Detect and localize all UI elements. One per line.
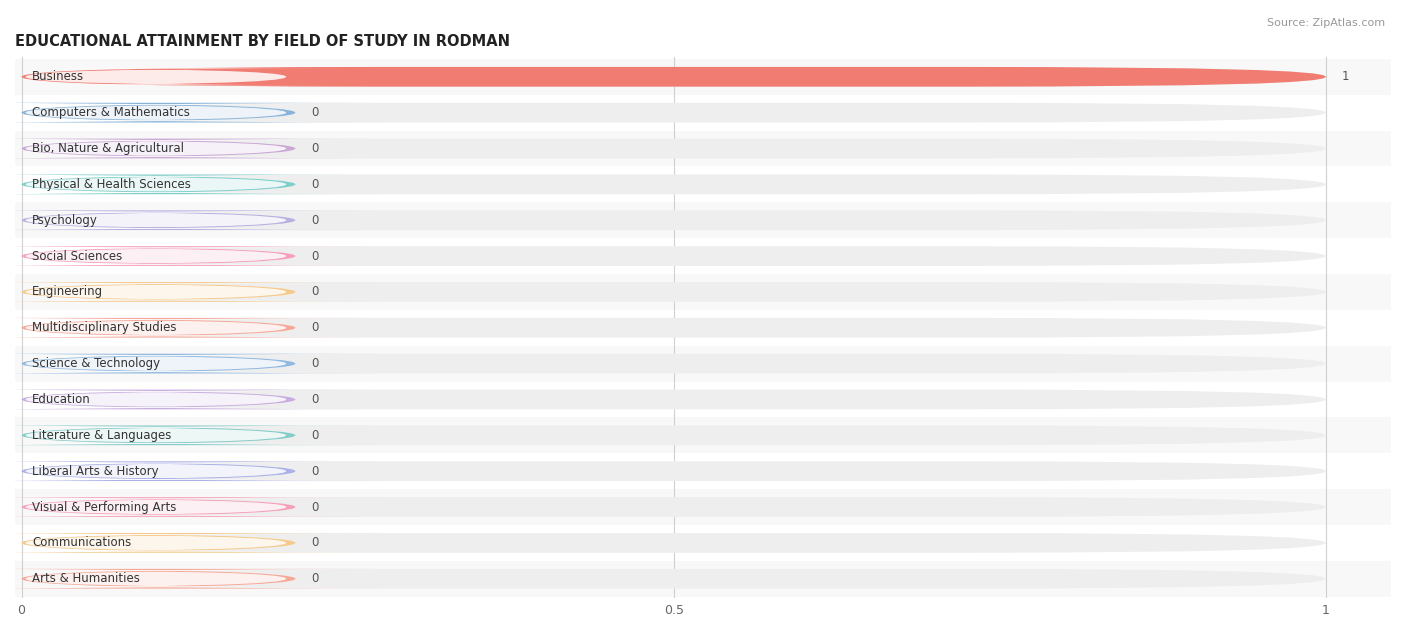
FancyBboxPatch shape [8,561,1391,597]
FancyBboxPatch shape [21,461,1326,481]
Text: 0: 0 [311,465,318,478]
FancyBboxPatch shape [0,104,332,121]
FancyBboxPatch shape [0,497,380,517]
FancyBboxPatch shape [0,68,332,85]
Text: Social Sciences: Social Sciences [32,250,122,262]
FancyBboxPatch shape [0,355,332,372]
FancyBboxPatch shape [8,346,1391,382]
Text: Business: Business [32,70,84,83]
FancyBboxPatch shape [0,138,380,159]
FancyBboxPatch shape [8,95,1391,131]
FancyBboxPatch shape [0,210,380,230]
FancyBboxPatch shape [8,131,1391,166]
Text: Science & Technology: Science & Technology [32,357,160,370]
FancyBboxPatch shape [0,246,380,266]
Text: 1: 1 [1341,70,1348,83]
FancyBboxPatch shape [8,382,1391,417]
Text: Visual & Performing Arts: Visual & Performing Arts [32,501,176,514]
FancyBboxPatch shape [21,246,1326,266]
Text: Computers & Mathematics: Computers & Mathematics [32,106,190,119]
FancyBboxPatch shape [21,569,1326,588]
FancyBboxPatch shape [8,453,1391,489]
Text: Source: ZipAtlas.com: Source: ZipAtlas.com [1267,18,1385,28]
Text: 0: 0 [311,178,318,191]
FancyBboxPatch shape [0,533,380,553]
FancyBboxPatch shape [0,389,380,410]
Text: 0: 0 [311,321,318,334]
FancyBboxPatch shape [0,461,380,481]
FancyBboxPatch shape [21,497,1326,517]
FancyBboxPatch shape [0,499,332,516]
Text: 0: 0 [311,214,318,227]
Text: 0: 0 [311,286,318,298]
FancyBboxPatch shape [21,103,1326,123]
FancyBboxPatch shape [0,248,332,264]
FancyBboxPatch shape [21,174,1326,194]
Text: 0: 0 [311,357,318,370]
FancyBboxPatch shape [0,425,380,445]
FancyBboxPatch shape [8,274,1391,310]
Text: 0: 0 [311,393,318,406]
FancyBboxPatch shape [0,354,380,374]
FancyBboxPatch shape [21,138,1326,159]
FancyBboxPatch shape [21,533,1326,553]
Text: Psychology: Psychology [32,214,98,227]
FancyBboxPatch shape [0,212,332,229]
FancyBboxPatch shape [21,67,1326,87]
FancyBboxPatch shape [0,319,332,336]
FancyBboxPatch shape [0,174,380,194]
Text: Liberal Arts & History: Liberal Arts & History [32,465,159,478]
FancyBboxPatch shape [0,284,332,300]
Text: 0: 0 [311,142,318,155]
FancyBboxPatch shape [8,166,1391,202]
Text: 0: 0 [311,250,318,262]
FancyBboxPatch shape [21,389,1326,410]
FancyBboxPatch shape [21,318,1326,337]
Text: Engineering: Engineering [32,286,103,298]
FancyBboxPatch shape [21,425,1326,445]
FancyBboxPatch shape [8,238,1391,274]
Text: Physical & Health Sciences: Physical & Health Sciences [32,178,191,191]
FancyBboxPatch shape [0,427,332,444]
FancyBboxPatch shape [8,525,1391,561]
FancyBboxPatch shape [21,354,1326,374]
Text: 0: 0 [311,572,318,585]
FancyBboxPatch shape [0,282,380,301]
FancyBboxPatch shape [0,535,332,551]
Text: EDUCATIONAL ATTAINMENT BY FIELD OF STUDY IN RODMAN: EDUCATIONAL ATTAINMENT BY FIELD OF STUDY… [15,34,510,49]
FancyBboxPatch shape [21,210,1326,230]
FancyBboxPatch shape [0,103,380,123]
FancyBboxPatch shape [8,310,1391,346]
Text: Arts & Humanities: Arts & Humanities [32,572,139,585]
FancyBboxPatch shape [8,489,1391,525]
Text: 0: 0 [311,501,318,514]
FancyBboxPatch shape [8,59,1391,95]
FancyBboxPatch shape [0,140,332,157]
FancyBboxPatch shape [0,176,332,193]
FancyBboxPatch shape [21,67,1326,87]
Text: 0: 0 [311,106,318,119]
FancyBboxPatch shape [0,318,380,337]
FancyBboxPatch shape [0,569,380,588]
FancyBboxPatch shape [0,570,332,587]
FancyBboxPatch shape [8,202,1391,238]
FancyBboxPatch shape [21,282,1326,301]
FancyBboxPatch shape [0,463,332,480]
Text: Literature & Languages: Literature & Languages [32,429,172,442]
Text: Bio, Nature & Agricultural: Bio, Nature & Agricultural [32,142,184,155]
FancyBboxPatch shape [0,391,332,408]
Text: 0: 0 [311,429,318,442]
Text: 0: 0 [311,537,318,549]
FancyBboxPatch shape [8,417,1391,453]
Text: Multidisciplinary Studies: Multidisciplinary Studies [32,321,177,334]
Text: Communications: Communications [32,537,131,549]
Text: Education: Education [32,393,91,406]
